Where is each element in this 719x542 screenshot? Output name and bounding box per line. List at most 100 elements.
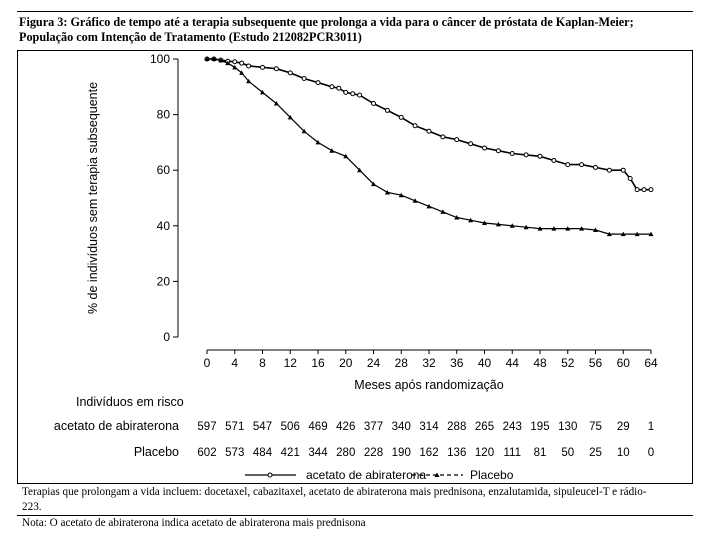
marker-abiraterone [260, 64, 265, 70]
marker-placebo [218, 57, 224, 63]
marker-placebo [537, 226, 543, 231]
marker-abiraterone [398, 114, 404, 120]
marker-abiraterone [593, 164, 598, 170]
legend-rule [17, 483, 693, 484]
legend-label-placebo: Placebo [470, 468, 514, 482]
marker-placebo [384, 189, 390, 195]
risk-value-placebo: 421 [281, 447, 300, 459]
x-axis-label: Meses após randomização [354, 378, 503, 392]
x-tick-label: 0 [204, 356, 211, 370]
marker-abiraterone [301, 75, 307, 81]
chart-curves [204, 56, 654, 237]
marker-placebo [648, 231, 654, 237]
marker-abiraterone [579, 162, 585, 168]
risk-value-placebo: 0 [648, 447, 654, 459]
marker-abiraterone [641, 187, 647, 193]
marker-abiraterone [620, 167, 626, 173]
marker-abiraterone [329, 84, 335, 90]
marker-placebo [357, 167, 363, 173]
marker-abiraterone [336, 85, 342, 91]
x-tick-label: 12 [284, 356, 298, 370]
marker-placebo [412, 198, 418, 203]
risk-value-abiraterone: 288 [447, 421, 466, 433]
marker-placebo [634, 231, 640, 237]
title-rule [17, 50, 693, 51]
risk-value-placebo: 344 [308, 447, 328, 459]
marker-placebo [593, 227, 598, 232]
marker-abiraterone [537, 153, 543, 159]
marker-abiraterone [523, 152, 529, 158]
legend-marker-abiraterone [267, 472, 273, 478]
marker-abiraterone [343, 89, 349, 95]
risk-value-placebo: 25 [589, 447, 602, 459]
marker-placebo [440, 209, 446, 214]
risk-value-abiraterone: 29 [617, 421, 630, 433]
marker-abiraterone [232, 59, 238, 65]
frame-right [692, 50, 693, 483]
marker-placebo [273, 100, 279, 106]
footnote-therapies: Terapias que prolongam a vida incluem: d… [22, 486, 647, 513]
risk-table-title: Indivíduos em risco [76, 395, 184, 409]
risk-value-abiraterone: 426 [336, 421, 355, 433]
marker-abiraterone [384, 107, 390, 113]
series-line-placebo [207, 58, 651, 235]
marker-placebo [232, 64, 238, 70]
marker-abiraterone [371, 100, 376, 106]
marker-placebo [211, 56, 217, 61]
risk-value-abiraterone: 243 [503, 421, 522, 433]
top-rule [17, 11, 693, 12]
marker-placebo [225, 60, 231, 66]
marker-placebo [565, 226, 571, 231]
legend: acetato de abiraterona Placebo [245, 468, 514, 482]
risk-value-abiraterone: 314 [419, 421, 439, 433]
y-tick-label: 100 [150, 52, 170, 66]
risk-row-label-abiraterone: acetato de abiraterona [54, 419, 179, 433]
y-tick-label: 40 [157, 219, 171, 233]
risk-value-placebo: 162 [419, 447, 438, 459]
marker-abiraterone [482, 145, 487, 151]
risk-value-abiraterone: 340 [392, 421, 411, 433]
marker-placebo [606, 231, 612, 237]
x-tick-label: 56 [589, 356, 603, 370]
marker-placebo [343, 153, 349, 159]
x-tick-label: 32 [422, 356, 436, 370]
x-tick-label: 40 [478, 356, 492, 370]
marker-abiraterone [509, 151, 515, 157]
marker-placebo [468, 217, 474, 223]
x-tick-label: 28 [395, 356, 409, 370]
marker-placebo [398, 192, 404, 198]
risk-value-placebo: 602 [197, 447, 216, 459]
x-tick-label: 48 [533, 356, 547, 370]
figure-title: Figura 3: Gráfico de tempo até a terapia… [19, 15, 634, 44]
risk-value-abiraterone: 571 [225, 421, 244, 433]
x-tick-label: 20 [339, 356, 353, 370]
x-tick-label: 16 [311, 356, 325, 370]
marker-placebo [371, 181, 376, 187]
x-tick-label: 44 [506, 356, 520, 370]
risk-value-placebo: 111 [504, 447, 521, 459]
marker-abiraterone [246, 63, 252, 69]
y-tick-label: 80 [157, 108, 171, 122]
risk-value-placebo: 280 [336, 447, 355, 459]
marker-abiraterone [565, 162, 571, 168]
risk-value-abiraterone: 195 [530, 421, 549, 433]
risk-value-placebo: 136 [447, 447, 466, 459]
marker-abiraterone [287, 70, 293, 76]
x-tick-label: 24 [367, 356, 381, 370]
marker-placebo [482, 220, 487, 226]
marker-abiraterone [357, 92, 363, 98]
footnote-rule [17, 515, 693, 516]
risk-value-abiraterone: 75 [589, 421, 602, 433]
marker-placebo [620, 231, 626, 237]
risk-table-values: 597 571 547 506 469 426 377 340 314 288 265 243 195 1… [197, 421, 654, 459]
risk-value-abiraterone: 130 [558, 421, 577, 433]
marker-abiraterone [412, 123, 418, 129]
y-tick-label: 20 [157, 274, 171, 288]
x-tick-label: 8 [259, 356, 266, 370]
marker-placebo [579, 226, 585, 231]
marker-abiraterone [495, 148, 501, 154]
risk-value-abiraterone: 265 [475, 421, 494, 433]
series-line-abiraterone [207, 58, 651, 191]
marker-abiraterone [239, 60, 245, 66]
